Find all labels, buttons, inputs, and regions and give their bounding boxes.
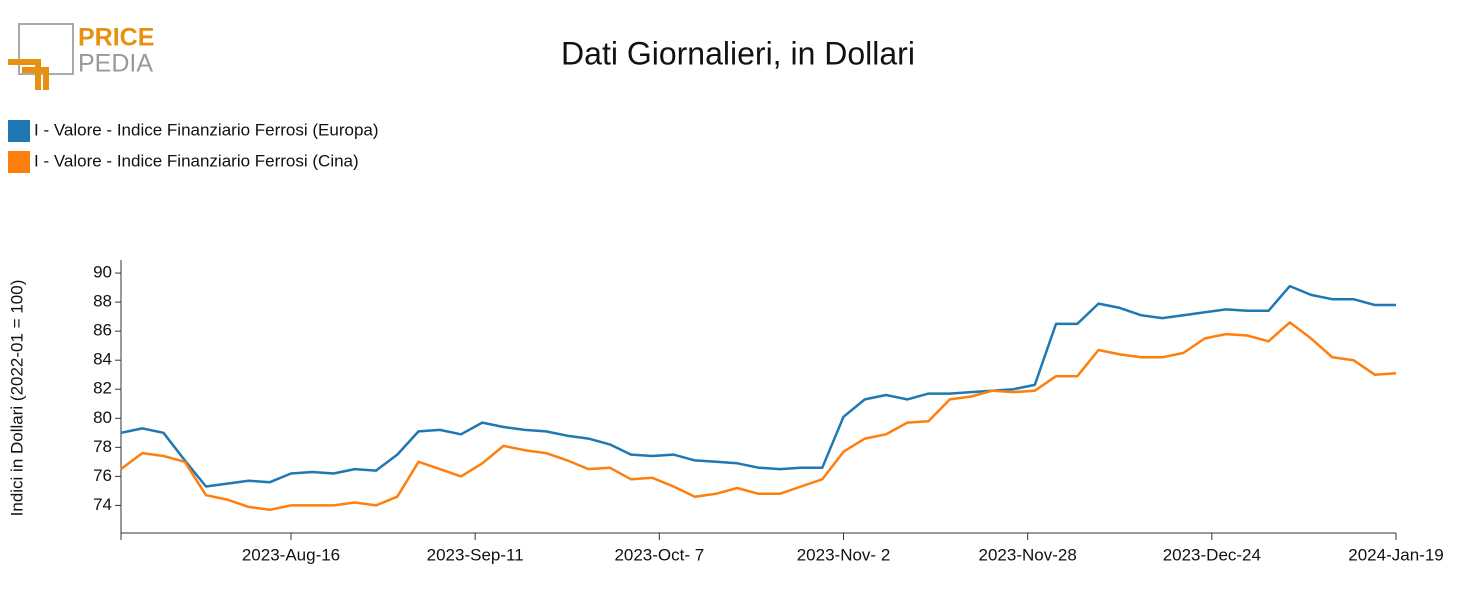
- y-tick-label: 82: [93, 379, 112, 398]
- y-tick-label: 86: [93, 321, 112, 340]
- logo: PRICE PEDIA: [8, 23, 154, 90]
- y-axis-label: Indici in Dollari (2022-01 = 100): [7, 280, 26, 517]
- x-tick-label: 2023-Aug-16: [242, 545, 340, 564]
- chart-title: Dati Giornalieri, in Dollari: [561, 35, 915, 71]
- legend-label: I - Valore - Indice Finanziario Ferrosi …: [34, 120, 379, 139]
- legend-label: I - Valore - Indice Finanziario Ferrosi …: [34, 151, 359, 170]
- logo-text: PRICE: [78, 24, 154, 52]
- y-tick-label: 88: [93, 292, 112, 311]
- x-tick-label: 2024-Jan-19: [1348, 545, 1443, 564]
- y-tick-label: 76: [93, 466, 112, 485]
- y-tick-label: 90: [93, 263, 112, 282]
- legend-swatch: [8, 120, 30, 142]
- x-tick-label: 2023-Oct- 7: [614, 545, 704, 564]
- y-tick-label: 74: [93, 495, 112, 514]
- series-line: [120, 321, 1397, 512]
- logo-frame: [18, 23, 74, 75]
- x-tick-label: 2023-Nov-28: [979, 545, 1077, 564]
- legend-swatch: [8, 151, 30, 173]
- y-tick-label: 78: [93, 437, 112, 456]
- y-tick-label: 80: [93, 408, 112, 427]
- x-tick-label: 2023-Sep-11: [427, 545, 524, 564]
- x-tick-label: 2023-Nov- 2: [797, 545, 891, 564]
- series-line: [120, 284, 1396, 488]
- logo-text: PEDIA: [78, 50, 153, 78]
- x-tick-label: 2023-Dec-24: [1163, 545, 1261, 564]
- y-tick-label: 84: [93, 350, 112, 369]
- logo-mark: [8, 59, 49, 90]
